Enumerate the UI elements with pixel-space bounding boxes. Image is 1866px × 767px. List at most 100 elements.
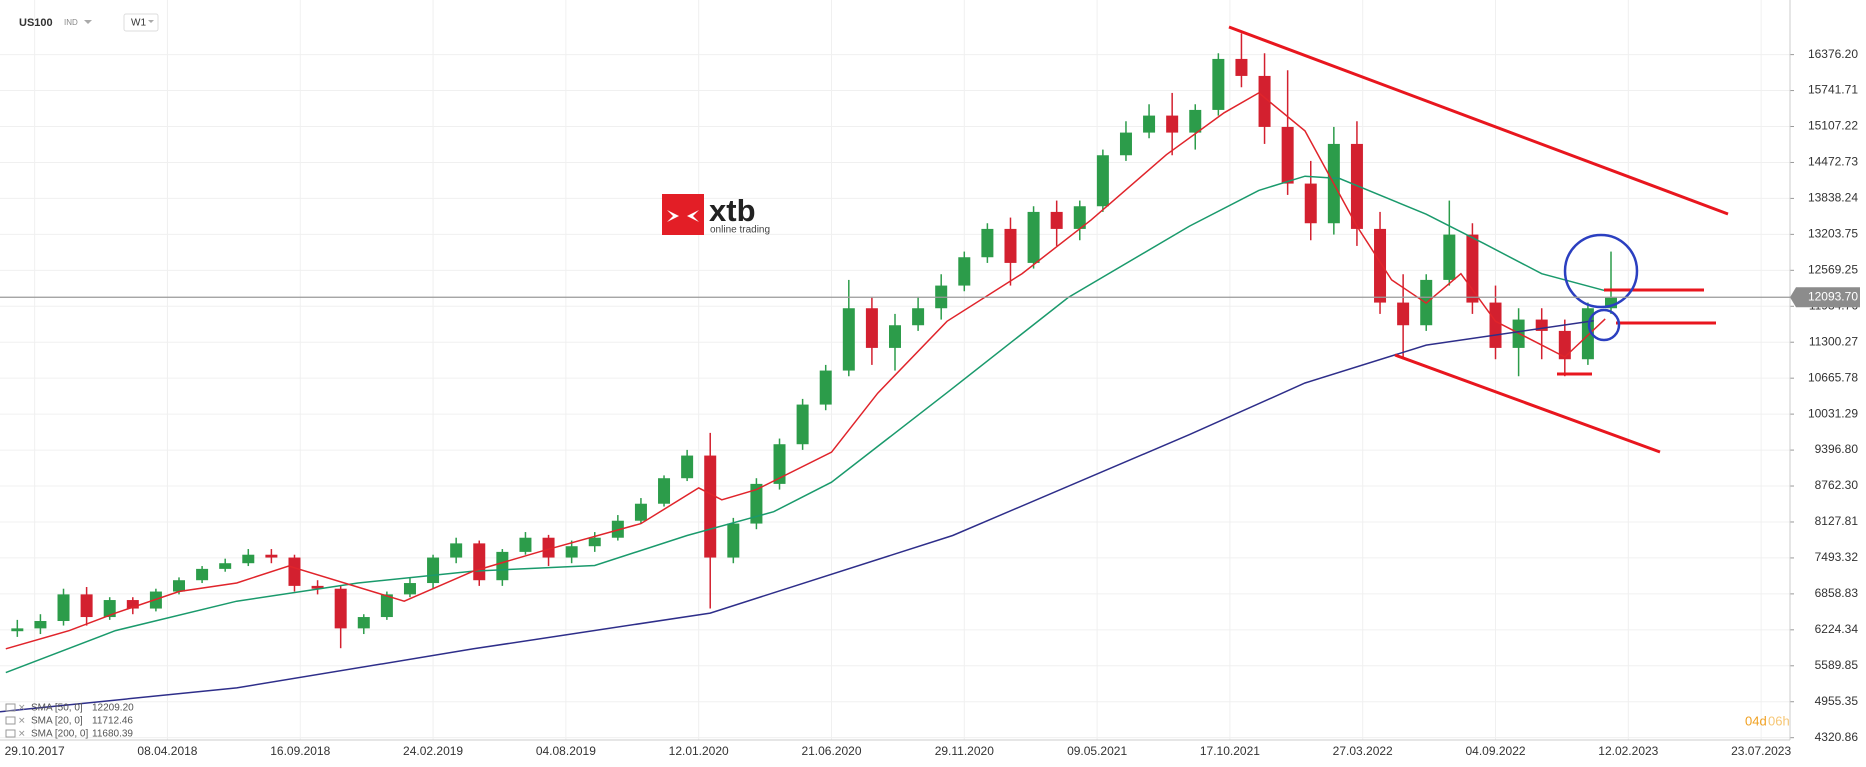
y-tick-label: 13203.75 — [1808, 227, 1858, 241]
y-tick-label: 7493.32 — [1815, 550, 1859, 564]
candle-body — [1304, 183, 1317, 224]
candle-body — [1235, 58, 1248, 76]
candle-body — [196, 568, 209, 581]
candle-body — [1096, 155, 1109, 207]
legend-close: ✕ — [18, 728, 26, 738]
candle-body — [1397, 302, 1410, 326]
y-tick-label: 6224.34 — [1815, 622, 1859, 636]
candle-body — [80, 594, 93, 618]
symbol[interactable]: US100 — [19, 17, 53, 29]
candle-body — [11, 628, 24, 632]
y-tick-label: 6858.83 — [1815, 586, 1859, 600]
candle-body — [773, 444, 786, 484]
logo-mark — [662, 194, 704, 235]
interval-box[interactable] — [123, 13, 159, 32]
candle-body — [865, 308, 878, 348]
candle-body — [1073, 206, 1086, 229]
candle-body — [311, 585, 324, 589]
x-tick-label: 23.07.2023 — [1731, 744, 1791, 758]
x-tick-label: 27.03.2022 — [1333, 744, 1393, 758]
candle-body — [1258, 75, 1271, 127]
candle-body — [265, 554, 278, 558]
y-tick-label: 5589.85 — [1815, 658, 1859, 672]
candle-body — [542, 537, 555, 558]
highlight-circle — [1563, 233, 1639, 309]
x-tick-label: 09.05.2021 — [1067, 744, 1127, 758]
candle-body — [1489, 302, 1502, 348]
candle-body — [1605, 297, 1617, 309]
y-tick-label: 15741.71 — [1808, 83, 1858, 97]
candle-body — [1466, 234, 1479, 303]
x-tick-label: 29.11.2020 — [935, 744, 994, 758]
x-tick-label: 12.02.2023 — [1598, 744, 1658, 758]
x-tick-label: 12.01.2020 — [669, 744, 729, 758]
y-tick-label: 15107.22 — [1808, 119, 1858, 133]
candle-body — [57, 594, 70, 622]
y-tick-label: 14472.73 — [1808, 155, 1858, 169]
x-tick-label: 04.09.2022 — [1465, 744, 1525, 758]
y-tick-label: 10665.78 — [1808, 370, 1858, 384]
x-tick-label: 29.10.2017 — [5, 744, 65, 758]
candle-body — [1166, 115, 1179, 133]
candle-body — [1212, 58, 1225, 110]
y-tick-label: 9396.80 — [1815, 442, 1859, 456]
candle-body — [727, 523, 740, 558]
candle-body — [34, 621, 47, 629]
sma-line — [5, 175, 1606, 674]
legend-value: 11712.46 — [92, 716, 133, 727]
y-tick-label: 16376.20 — [1808, 47, 1858, 61]
legend-name: SMA [50, 0] — [31, 703, 83, 714]
y-tick-label: 4955.35 — [1815, 694, 1859, 708]
x-tick-label: 17.10.2021 — [1200, 744, 1260, 758]
candle-body — [380, 594, 393, 618]
x-tick-label: 21.06.2020 — [801, 744, 861, 758]
candle-body — [565, 546, 578, 558]
dropdown-caret[interactable] — [84, 20, 92, 24]
interval[interactable]: W1 — [131, 18, 146, 29]
x-tick-label: 08.04.2018 — [137, 744, 197, 758]
candle-body — [1189, 109, 1202, 133]
legend-value: 11680.39 — [92, 729, 133, 740]
sma-line — [0, 319, 1594, 713]
y-tick-label: 10031.29 — [1808, 406, 1858, 420]
candle-body — [634, 503, 647, 521]
candle-body — [1443, 234, 1456, 280]
candle-body — [1558, 330, 1571, 360]
candle-body — [519, 537, 532, 552]
legend-close: ✕ — [18, 702, 26, 712]
logo-cross — [667, 210, 699, 222]
candle-body — [981, 228, 994, 258]
candle-body — [704, 455, 717, 558]
x-tick-label: 24.02.2019 — [403, 744, 463, 758]
drawings — [1228, 25, 1729, 454]
grid — [0, 0, 1794, 741]
candle-body — [403, 583, 416, 595]
candle-body — [288, 557, 301, 586]
candle-body — [1143, 115, 1156, 133]
candle-body — [658, 478, 671, 504]
market: IND — [64, 18, 78, 27]
candle-body — [796, 404, 809, 445]
legend-icon — [5, 729, 16, 738]
marks — [0, 33, 1617, 713]
y-tick-label: 8762.30 — [1815, 478, 1859, 492]
candle-body — [1050, 211, 1063, 229]
y-tick-label: 12569.25 — [1808, 262, 1858, 276]
x-tick-label: 16.09.2018 — [270, 744, 330, 758]
candle-body — [103, 600, 116, 618]
candle-body — [473, 543, 486, 581]
candle-body — [450, 543, 463, 558]
current-price-label: 12093.70 — [1808, 289, 1858, 303]
dropdown-caret[interactable] — [148, 20, 154, 23]
candle-body — [1374, 228, 1387, 303]
candle-body — [427, 557, 440, 584]
candle-body — [819, 370, 832, 405]
timer-days: 04d — [1745, 713, 1767, 728]
highlight-circle — [1587, 308, 1621, 342]
trend-line — [1228, 25, 1729, 216]
y-tick-label: 11300.27 — [1809, 334, 1858, 348]
candle-body — [958, 257, 971, 286]
